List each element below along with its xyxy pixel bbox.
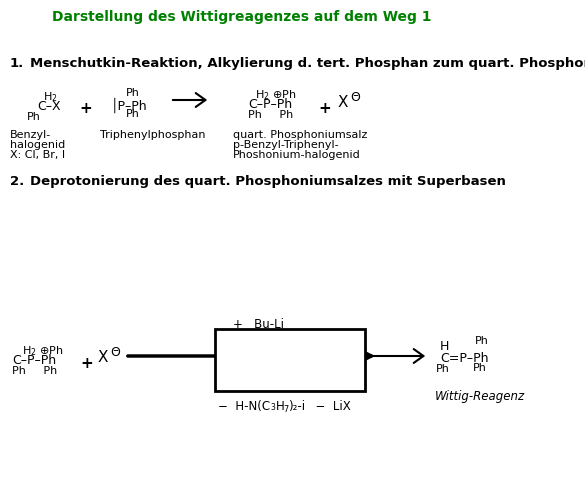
Text: Ph: Ph — [436, 363, 450, 373]
Text: H: H — [440, 339, 449, 352]
Text: Θ: Θ — [350, 91, 360, 104]
Text: $\mathregular{C_4H_{10}}$: $\mathregular{C_4H_{10}}$ — [233, 341, 268, 356]
Text: −: − — [295, 341, 308, 356]
Text: Ph: Ph — [126, 109, 140, 119]
Text: halogenid: halogenid — [10, 140, 66, 150]
Text: Darstellung des Wittigreagenzes auf dem Weg 1: Darstellung des Wittigreagenzes auf dem … — [52, 10, 432, 24]
Text: $\mathregular{H_2}$ ⊕Ph: $\mathregular{H_2}$ ⊕Ph — [255, 88, 297, 102]
Text: $\mathregular{_3}$: $\mathregular{_3}$ — [270, 401, 276, 413]
Text: $\mathregular{H_2}$ ⊕Ph: $\mathregular{H_2}$ ⊕Ph — [22, 343, 63, 357]
Text: −: − — [221, 341, 234, 356]
Text: +: + — [221, 359, 234, 374]
Text: +: + — [79, 101, 92, 116]
Text: Ph     Ph: Ph Ph — [12, 365, 57, 375]
Text: +: + — [80, 355, 93, 370]
Text: C–X: C–X — [37, 100, 61, 113]
Text: Ph: Ph — [473, 362, 487, 372]
Text: 1.: 1. — [10, 57, 24, 70]
Text: Ph     Ph: Ph Ph — [248, 110, 293, 120]
Text: X: Cl, Br, I: X: Cl, Br, I — [10, 150, 65, 160]
Text: +   Bu-Li: + Bu-Li — [233, 318, 284, 330]
Text: Wittig-Reagenz: Wittig-Reagenz — [435, 389, 525, 402]
Text: │P–Ph: │P–Ph — [111, 98, 147, 113]
Text: X: X — [338, 95, 349, 110]
Text: C–P–Ph: C–P–Ph — [12, 353, 56, 366]
Text: X: X — [98, 349, 108, 364]
Text: Ph: Ph — [475, 335, 489, 345]
Text: −  LiX: − LiX — [308, 399, 351, 412]
Text: LiX: LiX — [307, 341, 329, 354]
Text: Triphenylphosphan: Triphenylphosphan — [100, 130, 205, 140]
Bar — [215, 329, 365, 391]
Text: p-Benzyl-Triphenyl-: p-Benzyl-Triphenyl- — [233, 140, 339, 150]
Text: C–P–Ph: C–P–Ph — [248, 98, 292, 111]
Text: Deprotonierung des quart. Phosphoniumsalzes mit Superbasen: Deprotonierung des quart. Phosphoniumsal… — [30, 175, 506, 188]
Text: Ph: Ph — [27, 112, 41, 122]
Text: −  H-N(C: − H-N(C — [218, 399, 270, 412]
Text: )₂-i: )₂-i — [288, 399, 305, 412]
Text: LDA: LDA — [233, 361, 264, 375]
Text: Ph: Ph — [126, 88, 140, 98]
Text: +: + — [318, 101, 331, 116]
Text: Menschutkin-Reaktion, Alkylierung d. tert. Phosphan zum quart. Phosphonium-salz: Menschutkin-Reaktion, Alkylierung d. ter… — [30, 57, 585, 70]
Text: Benzyl-: Benzyl- — [10, 130, 51, 140]
Text: 2.: 2. — [10, 175, 24, 188]
Text: C=P–Ph: C=P–Ph — [440, 351, 488, 364]
Text: $\mathregular{H_7}$: $\mathregular{H_7}$ — [275, 399, 291, 414]
Text: Phoshonium-halogenid: Phoshonium-halogenid — [233, 150, 361, 160]
Text: quart. Phosphoniumsalz: quart. Phosphoniumsalz — [233, 130, 367, 140]
Text: Θ: Θ — [110, 345, 120, 358]
Text: $\mathregular{H_2}$: $\mathregular{H_2}$ — [43, 90, 57, 104]
